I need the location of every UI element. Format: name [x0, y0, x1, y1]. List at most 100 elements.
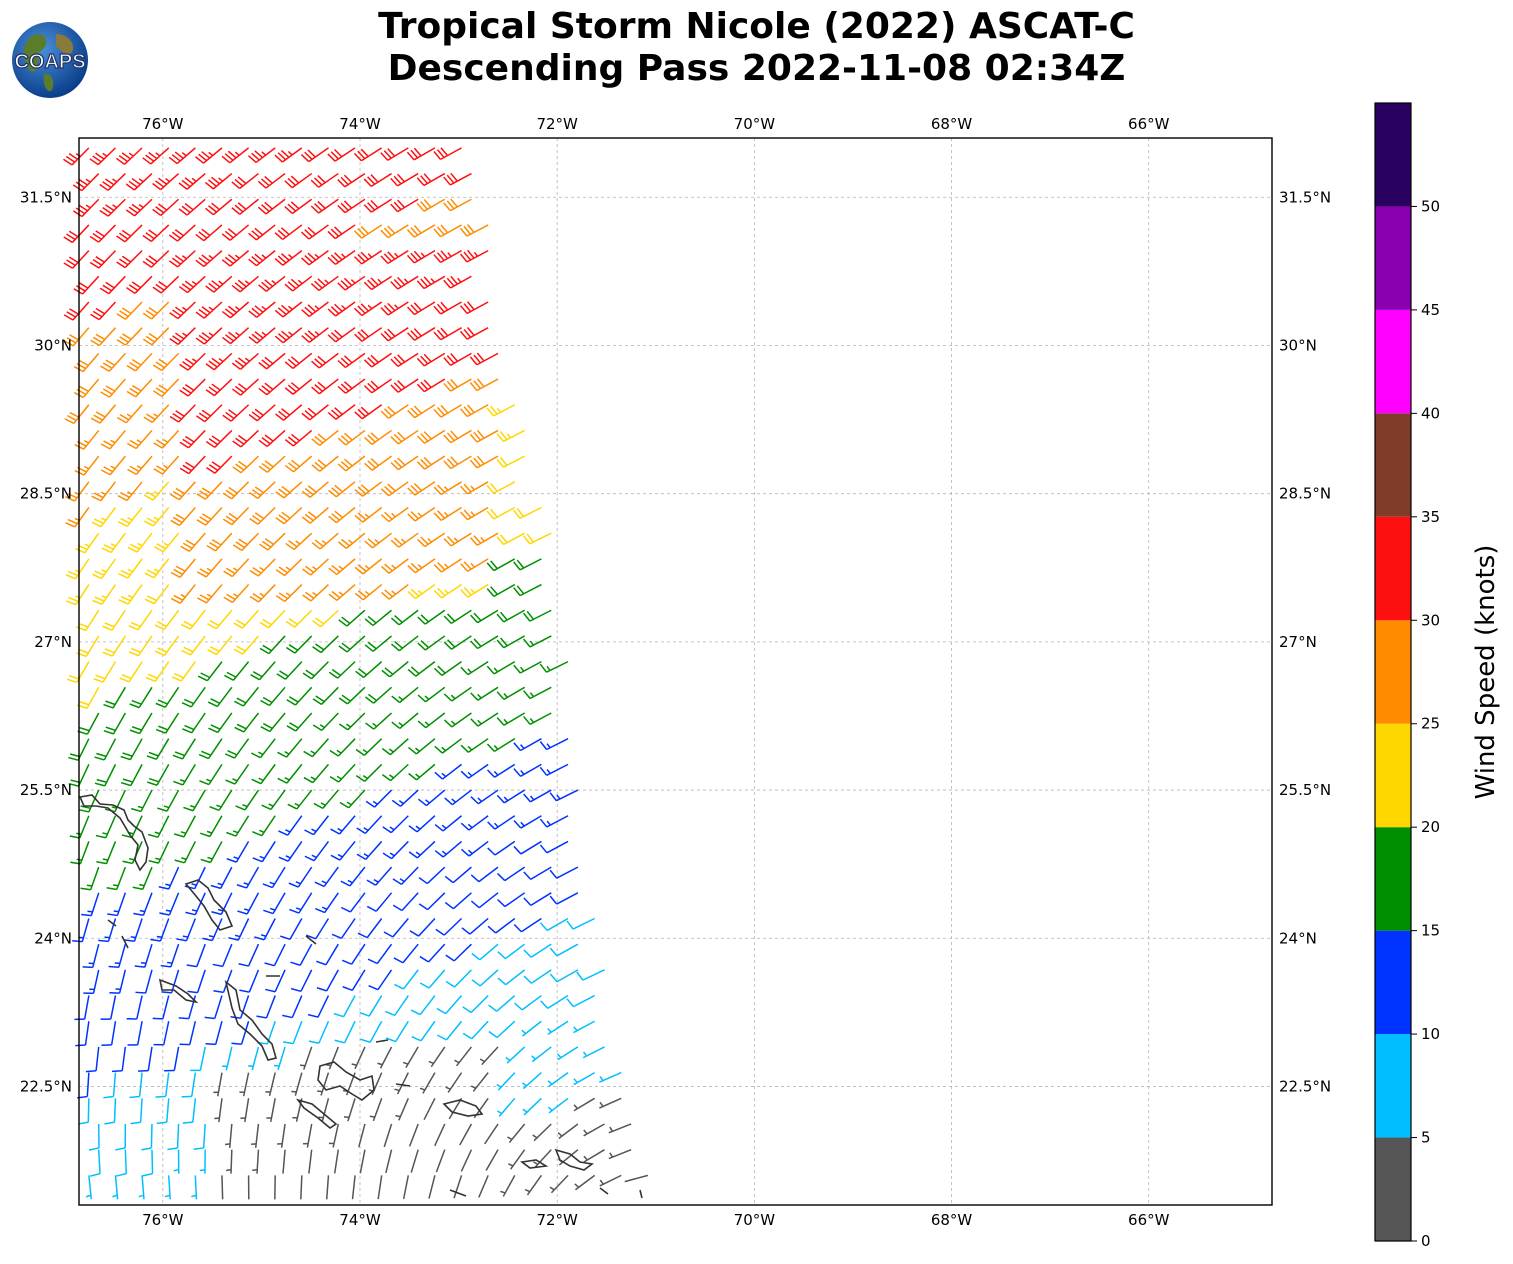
lon-tick-label-bottom: 74°W — [339, 1211, 381, 1229]
wind-barb — [126, 429, 153, 450]
wind-barb — [171, 661, 196, 682]
colorbar-frame — [1374, 102, 1412, 1242]
wind-barb — [301, 481, 329, 498]
coastline-andros — [184, 879, 234, 931]
colorbar-bin — [1375, 723, 1411, 828]
wind-barb — [418, 892, 446, 911]
wind-barb — [239, 1072, 250, 1097]
wind-barb — [522, 1097, 542, 1116]
wind-barb — [407, 404, 436, 419]
wind-barb — [443, 686, 472, 702]
wind-barb — [470, 866, 499, 883]
wind-barb — [302, 661, 329, 680]
wind-barb — [312, 686, 339, 706]
wind-barb — [330, 815, 356, 835]
wind-barb — [470, 712, 499, 727]
wind-barb — [574, 1174, 596, 1191]
wind-barb — [259, 532, 286, 551]
wind-barb — [390, 198, 419, 213]
wind-barb — [202, 918, 223, 942]
wind-barb — [200, 841, 223, 864]
wind-barb — [470, 609, 499, 624]
lat-tick-label-left: 30°N — [34, 336, 72, 354]
wind-barb — [521, 1072, 542, 1090]
wind-barb — [179, 352, 206, 371]
wind-barb — [274, 301, 303, 318]
wind-barb — [443, 532, 472, 547]
wind-barb — [150, 918, 170, 942]
wind-barb — [248, 250, 276, 267]
wind-barb — [231, 352, 259, 370]
wind-barb — [423, 1097, 436, 1121]
wind-barb — [532, 1149, 552, 1168]
wind-barb — [207, 635, 233, 656]
wind-barb — [142, 147, 170, 165]
wind-barb — [237, 892, 260, 915]
wind-barb — [434, 1123, 446, 1147]
wind-barb — [266, 1098, 276, 1123]
wind-barb — [338, 609, 366, 627]
wind-barb — [143, 481, 170, 501]
wind-barb — [221, 301, 250, 319]
colorbar-tick-label: 50 — [1421, 197, 1440, 215]
wind-barb — [103, 1072, 117, 1099]
wind-barb — [486, 558, 516, 572]
wind-barb — [408, 1123, 419, 1147]
wind-barb — [380, 506, 409, 523]
wind-barb — [354, 558, 383, 575]
wind-barb — [159, 892, 180, 916]
colorbar-label: Wind Speed (knots) — [1471, 545, 1501, 800]
wind-barb — [338, 712, 366, 731]
wind-barb — [126, 275, 153, 294]
wind-barb — [331, 918, 356, 939]
wind-barb — [556, 1046, 579, 1061]
wind-barb — [531, 1046, 552, 1063]
wind-barb — [233, 609, 260, 629]
wind-barb — [354, 506, 383, 523]
wind-barb — [460, 763, 489, 779]
wind-barb — [155, 1072, 170, 1098]
wind-barb — [112, 1175, 119, 1200]
wind-barb — [311, 378, 339, 395]
wind-barb — [340, 866, 366, 887]
wind-barb — [445, 969, 472, 988]
wind-barb — [106, 866, 127, 891]
wind-barb — [206, 455, 233, 474]
wind-barb — [329, 738, 356, 757]
wind-barb — [419, 1072, 436, 1094]
graticule — [79, 138, 1272, 1205]
wind-barb — [222, 481, 250, 500]
wind-barb — [539, 660, 569, 673]
wind-barb — [182, 1098, 197, 1124]
wind-barb — [337, 172, 366, 188]
wind-barb — [428, 1175, 436, 1199]
wind-barb — [225, 1149, 233, 1174]
wind-barb — [381, 558, 409, 574]
wind-barb — [496, 609, 526, 623]
wind-barb — [173, 763, 196, 786]
map-title: Tropical Storm Nicole (2022) ASCAT-C Des… — [0, 6, 1513, 90]
wind-barb — [573, 1097, 596, 1112]
wind-barb — [391, 686, 419, 704]
wind-barb — [508, 1149, 526, 1170]
wind-barb — [99, 198, 126, 217]
wind-barb — [152, 198, 180, 217]
wind-barb — [209, 789, 233, 812]
wind-barb — [390, 609, 419, 626]
wind-barb — [274, 224, 303, 241]
wind-barb — [437, 1020, 463, 1041]
wind-barb — [390, 172, 419, 187]
wind-barb — [337, 352, 366, 369]
wind-barb — [102, 609, 126, 631]
wind-barb — [144, 507, 170, 527]
wind-barb — [443, 712, 472, 728]
wind-barb — [573, 1071, 596, 1086]
wind-barb — [169, 301, 196, 320]
wind-barb — [433, 506, 462, 521]
wind-barb — [523, 789, 552, 803]
wind-barb — [211, 892, 233, 916]
wind-barb — [167, 1123, 180, 1151]
wind-barb — [132, 866, 153, 891]
wind-barbs — [63, 147, 649, 1200]
